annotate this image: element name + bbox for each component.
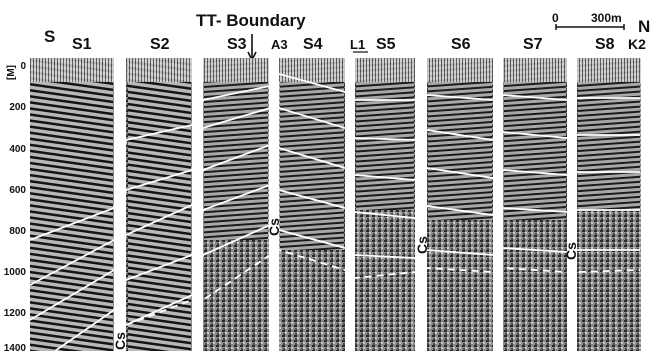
scale-bar-end: 300m: [591, 11, 622, 25]
scale-bar: 0 300m: [552, 11, 625, 30]
panel-label-s1: S1: [72, 36, 92, 53]
panel-label-s2: S2: [150, 36, 170, 53]
panel-label-k2: K2: [628, 36, 646, 52]
direction-south-label: S: [44, 27, 55, 46]
seismic-panels: [30, 58, 646, 351]
panel-label-s4: S4: [303, 36, 323, 53]
depth-tick-label: 800: [9, 226, 26, 237]
panel-label-s8: S8: [595, 36, 615, 53]
panel-label-a3: A3: [271, 37, 288, 52]
panel-label-s3: S3: [227, 36, 247, 53]
panel-label-s6: S6: [451, 36, 471, 53]
depth-tick-label: 0: [20, 61, 26, 72]
panel-label-l1: L1: [350, 37, 365, 52]
cs-label: Cs: [563, 242, 579, 260]
panel-label-s7: S7: [523, 36, 543, 53]
depth-tick-label: 600: [9, 185, 26, 196]
cs-label: Cs: [112, 332, 128, 350]
direction-north-label: N: [638, 17, 650, 36]
panel-label-s5: S5: [376, 36, 396, 53]
depth-tick-label: 1200: [4, 308, 27, 319]
cs-label: Cs: [266, 218, 282, 236]
cs-label: Cs: [414, 236, 430, 254]
cs-annotations: Cs Cs Cs Cs: [112, 218, 579, 350]
figure-title: TT- Boundary: [196, 11, 306, 30]
panel-separators: [114, 58, 647, 351]
depth-tick-label: 400: [9, 144, 26, 155]
depth-tick-label: 200: [9, 102, 26, 113]
depth-axis: [M] 0 200 400 600 800 1000 1200 1400: [4, 61, 27, 351]
depth-tick-label: 1400: [4, 343, 27, 351]
horizons: [29, 72, 641, 351]
depth-axis-unit: [M]: [6, 65, 17, 80]
panel-labels: S1 S2 S3 A3 S4 L1 S5 S6 S7 S8 K2: [72, 34, 646, 62]
scale-bar-start: 0: [552, 11, 559, 25]
depth-tick-label: 1000: [4, 267, 27, 278]
